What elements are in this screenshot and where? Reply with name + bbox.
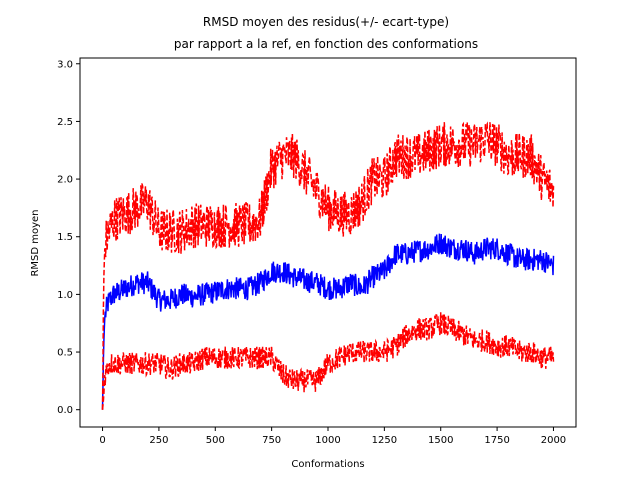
x-tick-label: 250 [149, 435, 168, 446]
y-tick-label: 3.0 [57, 59, 73, 70]
x-tick-label: 0 [99, 435, 105, 446]
y-tick-label: 1.5 [57, 232, 73, 243]
y-tick-label: 2.0 [57, 175, 73, 186]
y-tick-label: 0.5 [57, 348, 73, 359]
y-axis-ticks: 0.0 0.5 1.0 1.5 2.0 2.5 3.0 [57, 59, 80, 416]
x-tick-label: 500 [206, 435, 225, 446]
plot-series [101, 121, 555, 410]
x-tick-label: 1500 [428, 435, 453, 446]
chart-title-line2: par rapport a la ref, en fonction des co… [174, 37, 478, 51]
x-tick-label: 2000 [541, 435, 566, 446]
x-axis-ticks: 0 250 500 750 1000 1250 1500 1750 2000 [99, 427, 566, 446]
y-tick-label: 2.5 [57, 117, 73, 128]
y-tick-label: 1.0 [57, 290, 73, 301]
y-tick-label: 0.0 [57, 405, 73, 416]
series-line-mean-sd [101, 121, 555, 410]
x-tick-label: 750 [262, 435, 281, 446]
x-tick-label: 1750 [484, 435, 509, 446]
x-tick-label: 1000 [315, 435, 340, 446]
series-line-mean [101, 233, 555, 410]
x-tick-label: 1250 [372, 435, 397, 446]
chart-title-line1: RMSD moyen des residus(+/- ecart-type) [203, 15, 449, 29]
plot-frame [79, 57, 577, 428]
x-axis-label: Conformations [291, 459, 364, 470]
series-line-mean-sd [101, 312, 555, 410]
y-axis-label: RMSD moyen [30, 209, 41, 276]
